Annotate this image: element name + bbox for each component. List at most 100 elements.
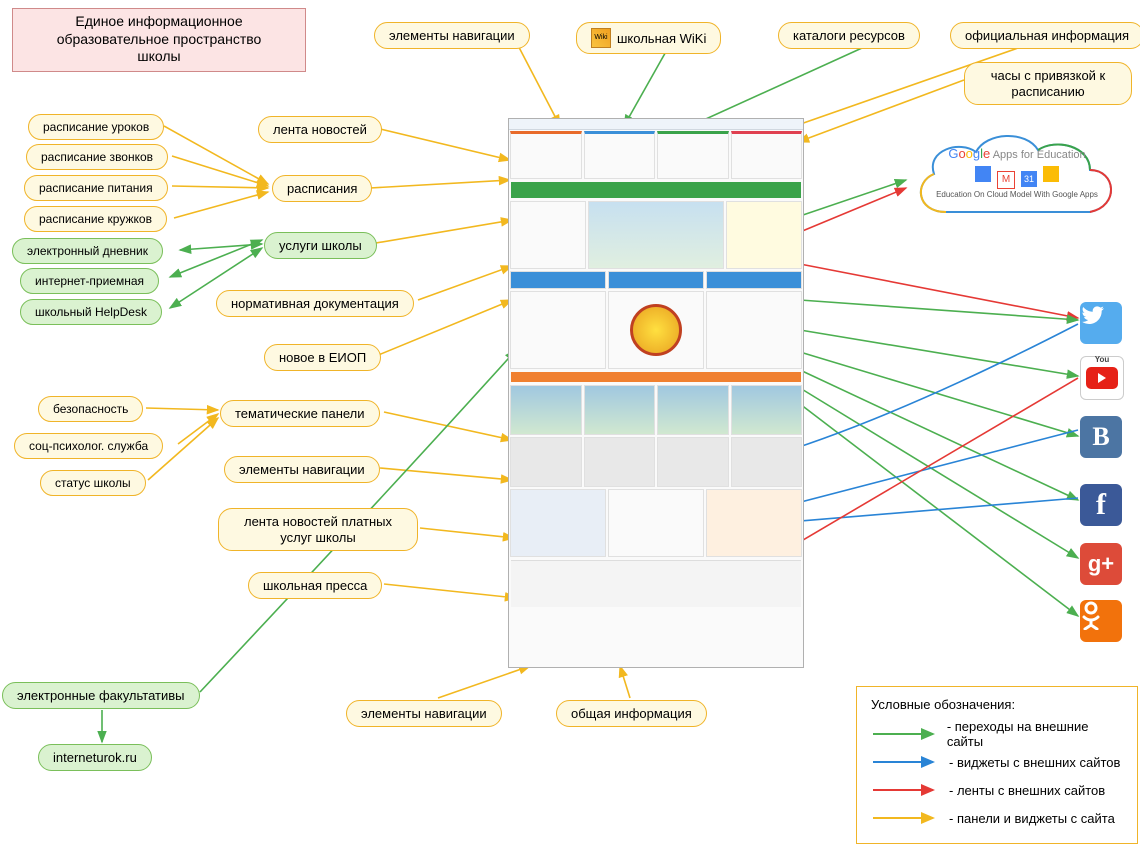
pill-label: расписание питания: [39, 181, 153, 195]
arrow: [438, 666, 530, 698]
pill-general: общая информация: [556, 700, 707, 727]
pill-label: электронные факультативы: [17, 688, 185, 703]
pill-label: каталоги ресурсов: [793, 28, 905, 43]
pill-label: статус школы: [55, 476, 131, 490]
legend-text: - виджеты с внешних сайтов: [949, 755, 1120, 770]
legend-row: - панели и виджеты с сайта: [871, 804, 1123, 832]
arrow: [376, 128, 510, 160]
pill-label: электронный дневник: [27, 244, 148, 258]
pill-label: школьная WiKi: [617, 31, 706, 46]
pill-ediary: электронный дневник: [12, 238, 163, 264]
pill-label: безопасность: [53, 402, 128, 416]
pill-sched-bells: расписание звонков: [26, 144, 168, 170]
pill-news: лента новостей: [258, 116, 382, 143]
legend-title: Условные обозначения:: [871, 697, 1123, 712]
pill-label: нормативная документация: [231, 296, 399, 311]
arrow: [800, 300, 1078, 320]
arrow: [800, 188, 906, 232]
pill-label: интернет-приемная: [35, 274, 144, 288]
pill-electives: электронные факультативы: [2, 682, 200, 709]
pill-socpsy: соц-психолог. служба: [14, 433, 163, 459]
arrow: [174, 192, 268, 218]
arrow: [146, 408, 218, 410]
pill-label: школьная пресса: [263, 578, 367, 593]
social-vk-icon: B: [1080, 416, 1122, 458]
pill-label: расписание уроков: [43, 120, 149, 134]
social-ok-icon: [1080, 600, 1122, 642]
arrow: [686, 48, 862, 128]
pill-label: элементы навигации: [361, 706, 487, 721]
pill-reception: интернет-приемная: [20, 268, 159, 294]
pill-label: interneturok.ru: [53, 750, 137, 765]
arrow: [800, 180, 906, 216]
arrow: [800, 264, 1078, 318]
pill-wiki: Wiki школьная WiKi: [576, 22, 721, 54]
pill-nav-mid: элементы навигации: [224, 456, 380, 483]
website-screenshot: [508, 118, 804, 668]
pill-label: новое в ЕИОП: [279, 350, 366, 365]
social-twitter-icon: [1080, 302, 1122, 344]
pill-security: безопасность: [38, 396, 143, 422]
pill-helpdesk: школьный HelpDesk: [20, 299, 162, 325]
pill-label: элементы навигации: [389, 28, 515, 43]
pill-sched-clubs: расписание кружков: [24, 206, 167, 232]
pill-sched-lessons: расписание уроков: [28, 114, 164, 140]
mediawiki-icon: Wiki: [591, 28, 611, 48]
pill-panels: тематические панели: [220, 400, 380, 427]
pill-sched-food: расписание питания: [24, 175, 168, 201]
arrow: [178, 414, 218, 444]
pill-catalogs: каталоги ресурсов: [778, 22, 920, 49]
arrow: [800, 352, 1078, 436]
arrow: [620, 666, 630, 698]
pill-nav-bottom: элементы навигации: [346, 700, 502, 727]
arrow: [370, 220, 512, 244]
pill-label: соц-психолог. служба: [29, 439, 148, 453]
arrow: [384, 412, 512, 440]
arrow: [800, 388, 1078, 558]
arrow: [180, 244, 262, 250]
pill-label: тематические панели: [235, 406, 365, 421]
arrow: [384, 584, 516, 598]
pill-label: расписание кружков: [39, 212, 152, 226]
pill-label: лента новостей платныхуслуг школы: [244, 514, 392, 545]
arrow: [370, 180, 510, 188]
arrow: [418, 266, 512, 300]
diagram-title: Единое информационное образовательное пр…: [12, 8, 306, 72]
pill-official: официальная информация: [950, 22, 1140, 49]
pill-label: расписание звонков: [41, 150, 153, 164]
pill-label: школьный HelpDesk: [35, 305, 147, 319]
pill-schedules: расписания: [272, 175, 372, 202]
pill-press: школьная пресса: [248, 572, 382, 599]
legend-row: - ленты с внешних сайтов: [871, 776, 1123, 804]
pill-services: услуги школы: [264, 232, 377, 259]
pill-nav-top: элементы навигации: [374, 22, 530, 49]
pill-interneturok: interneturok.ru: [38, 744, 152, 771]
pill-status: статус школы: [40, 470, 146, 496]
social-gplus-icon: g+: [1080, 543, 1122, 585]
arrow: [380, 468, 512, 480]
pill-label: расписания: [287, 181, 357, 196]
arrow: [164, 126, 268, 184]
pill-label: услуги школы: [279, 238, 362, 253]
arrow: [172, 186, 268, 188]
legend-text: - переходы на внешние сайты: [947, 719, 1123, 749]
pill-norms: нормативная документация: [216, 290, 414, 317]
legend-text: - панели и виджеты с сайта: [949, 811, 1115, 826]
arrow: [172, 156, 268, 186]
legend-row: - виджеты с внешних сайтов: [871, 748, 1123, 776]
arrow: [800, 370, 1078, 500]
pill-label: элементы навигации: [239, 462, 365, 477]
legend: Условные обозначения: - переходы на внешн…: [856, 686, 1138, 844]
arrow: [420, 528, 514, 538]
legend-row: - переходы на внешние сайты: [871, 720, 1123, 748]
arrow: [800, 404, 1078, 616]
arrow: [800, 330, 1078, 376]
pill-paid-news: лента новостей платныхуслуг школы: [218, 508, 418, 551]
pill-clock: часы с привязкой красписанию: [964, 62, 1132, 105]
pill-label: официальная информация: [965, 28, 1129, 43]
social-youtube-icon: You: [1080, 356, 1124, 400]
pill-label: общая информация: [571, 706, 692, 721]
google-apps-cloud: Google Apps for EducationM31Education On…: [906, 122, 1128, 238]
arrow: [170, 240, 262, 277]
pill-label: лента новостей: [273, 122, 367, 137]
